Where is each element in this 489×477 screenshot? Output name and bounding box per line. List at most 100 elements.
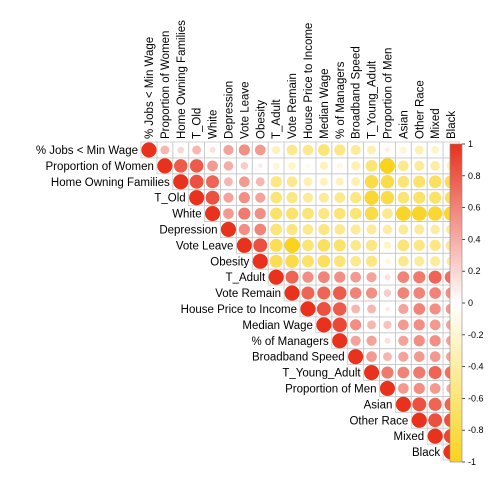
correlation-circle bbox=[284, 285, 300, 301]
correlation-circle bbox=[205, 206, 221, 222]
correlation-circle bbox=[364, 190, 379, 205]
correlation-circle bbox=[398, 303, 409, 315]
correlation-circle bbox=[397, 239, 410, 252]
correlation-circle bbox=[414, 224, 425, 235]
correlation-circle bbox=[365, 255, 378, 267]
correlation-circle bbox=[302, 271, 314, 283]
correlation-circle bbox=[380, 174, 395, 189]
correlation-circle bbox=[317, 239, 331, 252]
correlation-circle bbox=[302, 207, 314, 220]
correlation-circle bbox=[207, 160, 218, 172]
correlation-circle bbox=[381, 366, 394, 379]
colorbar-tick-label: 0.4 bbox=[468, 234, 481, 244]
correlation-circle bbox=[302, 144, 314, 156]
colorbar-tick-label: -0.4 bbox=[468, 362, 484, 372]
row-label: Obesity bbox=[210, 256, 249, 268]
correlation-circle bbox=[413, 287, 426, 299]
correlation-circle bbox=[141, 142, 157, 158]
correlation-circle bbox=[411, 412, 427, 428]
correlation-circle bbox=[384, 274, 391, 281]
column-label: T_Adult bbox=[271, 99, 283, 139]
correlation-circle bbox=[413, 175, 426, 188]
colorbar-tick-label: -1 bbox=[468, 457, 476, 467]
row-label: Depression bbox=[159, 224, 217, 236]
correlation-circle bbox=[413, 191, 426, 204]
correlation-circle bbox=[399, 146, 407, 154]
correlation-circle bbox=[414, 145, 424, 155]
correlation-circle bbox=[270, 207, 283, 220]
correlation-circle bbox=[318, 192, 329, 203]
column-label: Home Owning Families bbox=[176, 20, 188, 139]
correlation-circle bbox=[257, 163, 263, 169]
correlation-circle bbox=[397, 271, 410, 283]
correlation-circle bbox=[189, 190, 205, 206]
correlation-circle bbox=[157, 158, 173, 174]
correlation-circle bbox=[395, 206, 411, 221]
correlation-circle bbox=[303, 177, 313, 187]
correlation-circle bbox=[398, 160, 409, 172]
correlation-circle bbox=[366, 351, 377, 362]
correlation-circle bbox=[238, 207, 251, 220]
correlation-circle bbox=[318, 207, 330, 220]
correlation-circle bbox=[411, 206, 427, 221]
correlation-circle bbox=[367, 304, 377, 314]
correlation-circle bbox=[382, 208, 393, 219]
correlation-circle bbox=[318, 144, 330, 156]
correlation-circle bbox=[238, 144, 250, 156]
correlation-circle bbox=[239, 176, 250, 188]
correlation-circle bbox=[335, 177, 344, 186]
correlation-circle bbox=[384, 337, 391, 344]
correlation-circle bbox=[350, 224, 361, 235]
correlation-circle bbox=[192, 145, 202, 155]
correlation-circle bbox=[428, 397, 442, 411]
row-label: Home Owning Families bbox=[51, 177, 170, 189]
correlation-circle bbox=[412, 397, 427, 412]
correlation-circle bbox=[398, 383, 409, 394]
correlation-circle bbox=[413, 239, 425, 251]
correlation-circle bbox=[413, 366, 426, 379]
correlation-circle bbox=[427, 206, 443, 221]
correlation-circle bbox=[350, 240, 361, 251]
correlation-circle bbox=[382, 224, 393, 235]
correlation-circle bbox=[319, 177, 328, 186]
correlation-circle bbox=[397, 191, 410, 204]
correlation-circle bbox=[385, 306, 390, 312]
correlation-circle bbox=[365, 239, 378, 251]
correlation-circle bbox=[319, 161, 328, 170]
row-label: T_Young_Adult bbox=[282, 368, 361, 380]
correlation-circle bbox=[431, 146, 439, 154]
correlation-circle bbox=[367, 145, 377, 155]
correlation-circle bbox=[300, 301, 316, 317]
correlation-circle bbox=[351, 177, 361, 187]
correlation-circle bbox=[350, 192, 362, 204]
correlation-circle bbox=[332, 286, 347, 300]
correlation-circle bbox=[428, 175, 442, 189]
row-label: Broadband Speed bbox=[252, 352, 345, 364]
grid-lines bbox=[140, 141, 460, 461]
colorbar-tick-label: 1 bbox=[468, 139, 473, 149]
correlation-circle bbox=[413, 303, 426, 315]
row-label: T_Adult bbox=[226, 272, 266, 284]
correlation-circle bbox=[336, 162, 343, 169]
correlation-circle bbox=[301, 286, 315, 300]
correlation-circle bbox=[349, 287, 362, 299]
correlation-circle bbox=[397, 287, 410, 299]
correlation-circle bbox=[286, 192, 298, 204]
correlation-circle bbox=[285, 207, 299, 220]
correlation-circle bbox=[272, 162, 280, 170]
correlation-circle bbox=[428, 366, 442, 380]
row-labels: % Jobs < Min Wage Proportion of Women Home… bbox=[36, 145, 441, 459]
correlation-circle bbox=[332, 302, 347, 316]
correlation-circle bbox=[427, 428, 443, 444]
correlation-circle bbox=[270, 191, 282, 204]
correlation-circle bbox=[334, 192, 346, 203]
correlation-circle bbox=[223, 144, 234, 156]
column-label: Median Wage bbox=[319, 68, 331, 139]
column-label: Vote Leave bbox=[239, 81, 251, 139]
correlation-circle bbox=[317, 254, 331, 268]
row-label: T_Old bbox=[154, 193, 185, 205]
correlation-circle bbox=[365, 160, 378, 172]
correlation-circle bbox=[318, 271, 330, 283]
correlation-circle bbox=[254, 144, 266, 156]
correlation-circle bbox=[366, 272, 377, 283]
